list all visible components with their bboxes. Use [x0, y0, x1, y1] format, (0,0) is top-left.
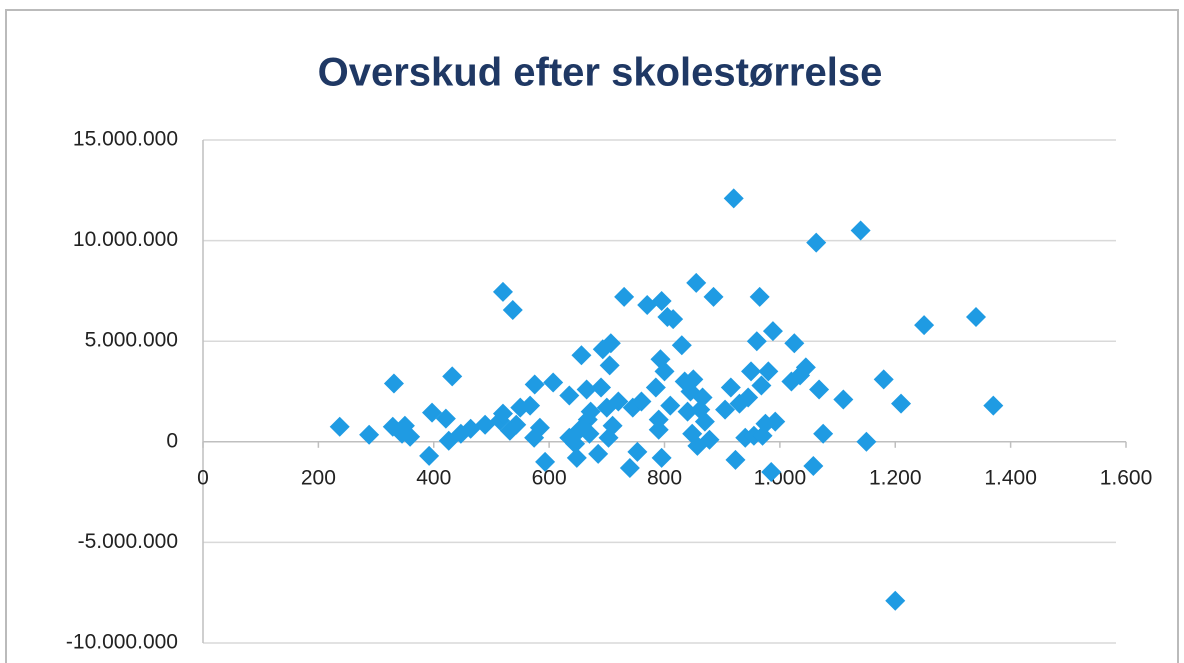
point: [795, 357, 816, 378]
point: [506, 414, 527, 435]
point: [663, 309, 684, 330]
point: [576, 379, 597, 400]
point: [619, 457, 640, 478]
point: [329, 416, 350, 437]
point: [806, 232, 827, 253]
x-tick-label: 400: [416, 466, 451, 489]
x-tick-label: 1.400: [984, 466, 1037, 489]
point: [579, 423, 600, 444]
x-tick-label: 800: [647, 466, 682, 489]
point: [784, 333, 805, 354]
chart-title: Overskud efter skolestørrelse: [318, 51, 883, 95]
point: [856, 431, 877, 452]
point: [692, 387, 713, 408]
point: [614, 286, 635, 307]
point: [588, 443, 609, 464]
point: [983, 395, 1004, 416]
point: [686, 272, 707, 293]
point: [885, 590, 906, 611]
point: [383, 373, 404, 394]
point: [502, 300, 523, 321]
y-tick-label: 10.000.000: [73, 228, 178, 251]
point: [703, 286, 724, 307]
point: [535, 451, 556, 472]
point: [833, 389, 854, 410]
point: [648, 419, 669, 440]
point: [359, 424, 380, 445]
point: [751, 375, 772, 396]
point: [591, 377, 612, 398]
point: [608, 391, 629, 412]
point: [654, 361, 675, 382]
point: [738, 387, 759, 408]
point: [543, 372, 564, 393]
point: [648, 409, 669, 430]
x-tick-label: 600: [532, 466, 567, 489]
point: [602, 415, 623, 436]
y-tick-label: 5.000.000: [85, 329, 178, 352]
point: [803, 455, 824, 476]
point: [741, 361, 762, 382]
point: [671, 335, 692, 356]
point: [677, 401, 698, 422]
point: [966, 307, 987, 328]
point: [435, 408, 456, 429]
point: [631, 391, 652, 412]
point: [761, 461, 782, 482]
x-tick-label: 1.600: [1100, 466, 1153, 489]
point: [873, 369, 894, 390]
y-tick-label: 0: [166, 429, 178, 452]
point: [749, 286, 770, 307]
point: [651, 447, 672, 468]
point: [645, 377, 666, 398]
point: [723, 188, 744, 209]
y-tick-label: -10.000.000: [66, 631, 178, 654]
point: [746, 331, 767, 352]
chart-frame: [5, 9, 1179, 663]
point: [765, 411, 786, 432]
point: [758, 361, 779, 382]
point: [762, 321, 783, 342]
x-tick-label: 1.200: [869, 466, 922, 489]
point: [599, 355, 620, 376]
point: [660, 395, 681, 416]
point: [637, 294, 658, 315]
point: [400, 426, 421, 447]
point: [475, 414, 496, 435]
point: [891, 393, 912, 414]
point: [809, 379, 830, 400]
point: [460, 418, 481, 439]
x-tick-label: 0: [197, 466, 209, 489]
y-tick-label: 15.000.000: [73, 128, 178, 151]
point: [850, 220, 871, 241]
y-tick-label: -5.000.000: [78, 530, 178, 553]
point: [813, 423, 834, 444]
point: [492, 403, 513, 424]
point: [580, 401, 601, 422]
x-tick-label: 1.000: [754, 466, 807, 489]
point: [520, 395, 541, 416]
point: [529, 417, 550, 438]
point: [524, 374, 545, 395]
point: [442, 366, 463, 387]
point: [651, 290, 672, 311]
point: [499, 420, 520, 441]
point: [683, 369, 704, 390]
point: [914, 315, 935, 336]
x-tick-label: 200: [301, 466, 336, 489]
point: [559, 385, 580, 406]
point: [600, 333, 621, 354]
point: [699, 429, 720, 450]
point: [694, 411, 715, 432]
point: [715, 399, 736, 420]
point: [720, 377, 741, 398]
point: [419, 445, 440, 466]
point: [571, 345, 592, 366]
point: [627, 441, 648, 462]
point: [725, 449, 746, 470]
point: [492, 281, 513, 302]
point: [566, 447, 587, 468]
